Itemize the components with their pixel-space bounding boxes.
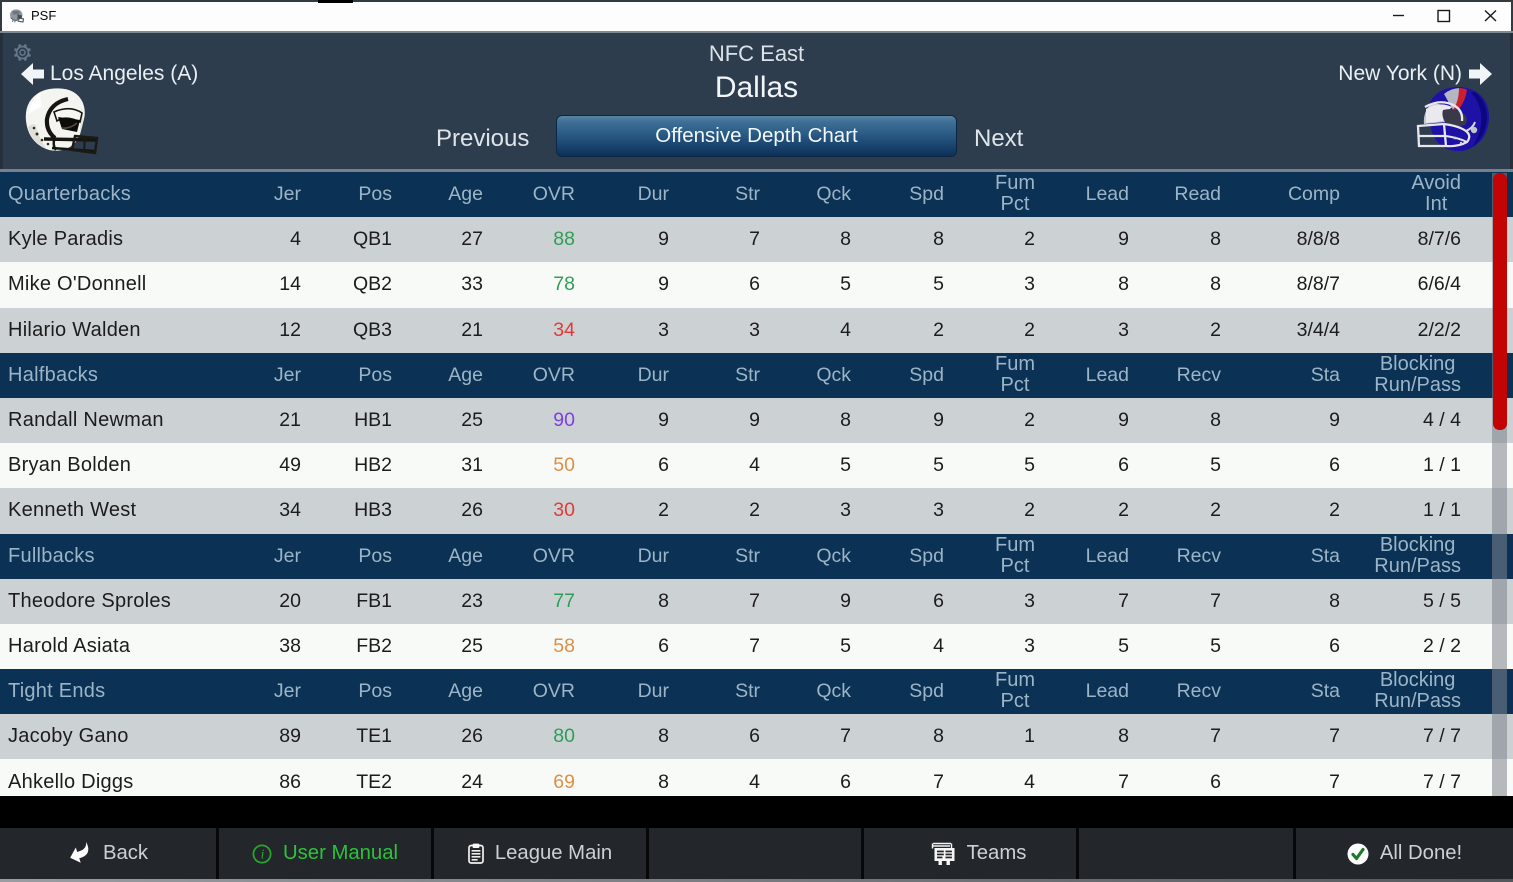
svg-text:i: i	[261, 846, 265, 861]
